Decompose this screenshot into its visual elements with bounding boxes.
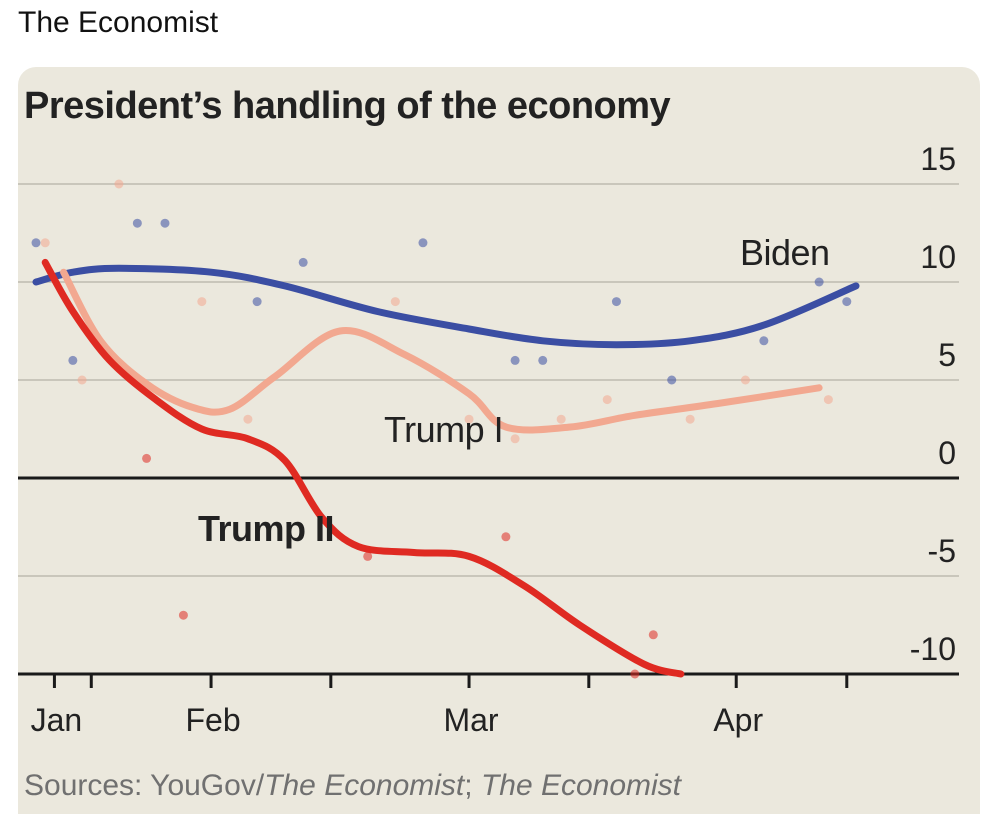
trump-i-poll-dot [197,297,207,307]
biden-poll-dot [667,375,677,385]
trump-ii-poll-dot [142,453,152,463]
labels-layer: 15 10 5 0 -5 -10 Jan Feb Mar Apr Biden Trump I Trump… [31,141,956,738]
biden-poll-dot [842,297,852,307]
biden-series-label: Biden [740,232,830,273]
trump-ii-poll-dot [501,532,511,542]
y-tick-label: 15 [920,141,956,177]
x-tick-label: Mar [443,702,498,738]
trump-i-poll-dot [685,414,695,424]
source-note: Sources: YouGov/The Economist; The Econo… [24,769,681,803]
chart-card: 15 10 5 0 -5 -10 Jan Feb Mar Apr Biden Trump I Trump… [18,67,980,814]
trump-i-poll-dot [243,414,253,424]
trump-i-poll-dot [114,179,124,189]
biden-poll-dot [298,257,308,267]
grid-layer [18,183,959,688]
y-tick-label: 0 [938,435,956,471]
dots-layer [31,179,852,679]
biden-poll-dot [68,355,78,365]
biden-poll-dot [252,297,262,307]
x-tick-label: Apr [713,702,763,738]
trump-i-poll-dot [510,434,520,444]
trump-i-poll-dot [40,238,50,248]
source-italic-1: The Economist [264,769,465,802]
biden-poll-dot [538,355,548,365]
biden-poll-dot [611,297,621,307]
trump-ii-poll-dot [630,669,640,679]
trump-ii-poll-dot [363,551,373,561]
trump-ii-series-label: Trump II [198,508,334,549]
post-header: The Economist [18,6,219,39]
trump-i-poll-dot [77,375,87,385]
biden-poll-dot [160,218,170,228]
trump-i-poll-dot [464,414,474,424]
y-tick-label: 5 [938,337,956,373]
y-tick-label: -10 [910,631,956,667]
biden-poll-dot [759,336,769,346]
trump-i-poll-dot [602,395,612,405]
trump-i-line [60,268,823,434]
trump-i-series-label: Trump I [384,409,503,450]
biden-poll-dot [510,355,520,365]
source-prefix: Sources: YouGov/ [24,769,265,802]
chart-title: President’s handling of the economy [24,85,671,127]
y-tick-label: -5 [928,533,956,569]
trump-i-poll-dot [740,375,750,385]
biden-line [32,264,860,349]
source-italic-2: The Economist [480,769,682,802]
trump-ii-line [41,258,685,678]
source-middle: ; [464,769,481,802]
trump-i-poll-dot [556,414,566,424]
biden-poll-dot [418,238,428,248]
x-tick-label: Jan [31,702,83,738]
biden-poll-dot [31,238,41,248]
y-tick-label: 10 [920,239,956,275]
chart-svg: 15 10 5 0 -5 -10 Jan Feb Mar Apr Biden Trump I Trump… [18,141,959,738]
trump-i-poll-dot [390,297,400,307]
biden-poll-dot [814,277,824,287]
biden-poll-dot [132,218,142,228]
x-tick-label: Feb [185,702,240,738]
trump-i-poll-dot [823,395,833,405]
lines-layer [32,258,860,678]
trump-ii-poll-dot [178,610,188,620]
trump-ii-poll-dot [648,630,658,640]
